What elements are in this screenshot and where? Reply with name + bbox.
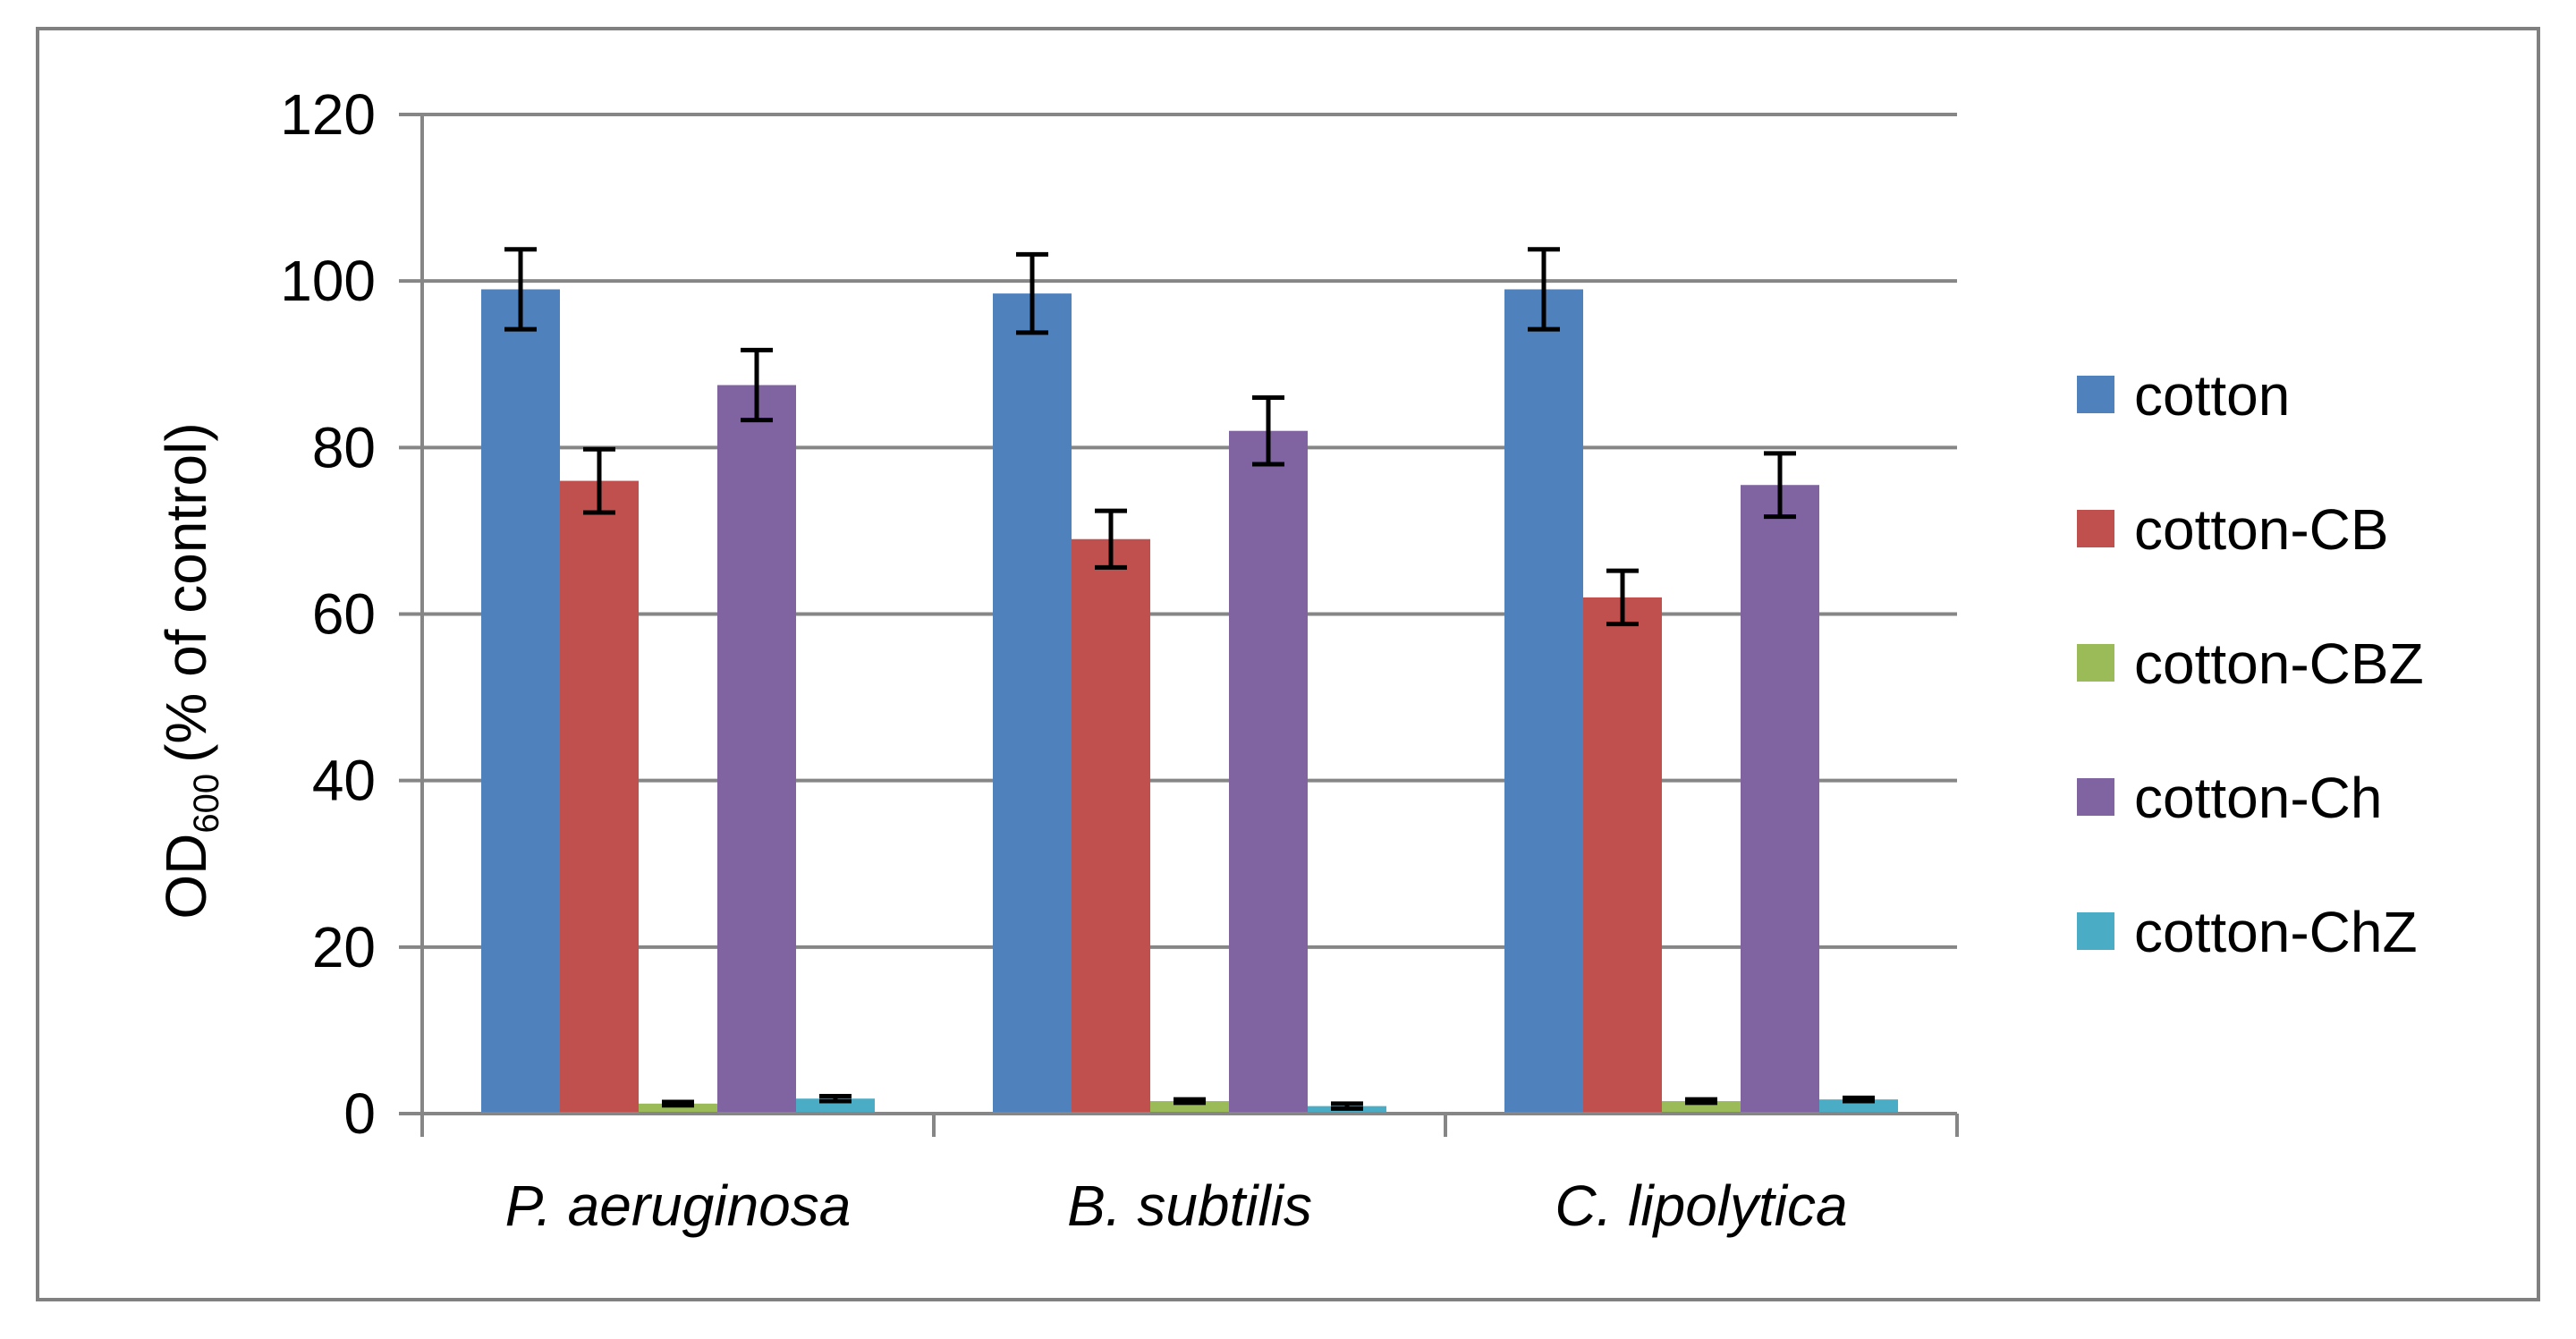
bar-cotton-CB-0: [560, 480, 639, 1114]
y-axis-title-subscript: 600: [187, 774, 226, 834]
legend-swatch-cotton: [2077, 376, 2114, 413]
bar-cotton-Ch-1: [1229, 430, 1308, 1114]
legend-swatch-cotton-ChZ: [2077, 912, 2114, 950]
bar-cotton-Ch-2: [1741, 485, 1819, 1114]
x-category-label: P. aeruginosa: [505, 1174, 852, 1238]
legend-swatch-cotton-CBZ: [2077, 644, 2114, 682]
legend: cotton cotton-CB cotton-CBZ cotton-Ch cotton…: [2077, 363, 2424, 964]
y-tick-label: 120: [280, 82, 376, 147]
legend-swatch-cotton-Ch: [2077, 778, 2114, 816]
bars: [481, 247, 1898, 1114]
bar-cotton-CBZ-2: [1662, 1101, 1741, 1114]
bar-cotton-CB-2: [1583, 597, 1662, 1114]
y-tick-label: 80: [312, 415, 376, 479]
legend-label-cotton-ChZ: cotton-ChZ: [2134, 900, 2418, 964]
bar-cotton-1: [993, 293, 1072, 1114]
bar-cotton-2: [1504, 289, 1583, 1114]
legend-swatch-cotton-CB: [2077, 510, 2114, 547]
bar-cotton-0: [481, 289, 560, 1114]
x-category-label: C. lipolytica: [1555, 1174, 1847, 1238]
y-tick-label: 20: [312, 915, 376, 979]
bar-cotton-CB-1: [1072, 538, 1150, 1114]
bar-cotton-ChZ-0: [796, 1098, 875, 1114]
bar-cotton-ChZ-2: [1819, 1099, 1898, 1114]
legend-label-cotton-CBZ: cotton-CBZ: [2134, 631, 2424, 696]
x-category-label: B. subtilis: [1067, 1174, 1312, 1238]
y-axis-title: OD600 (% of control): [154, 422, 226, 919]
y-tick-label: 40: [312, 749, 376, 813]
y-tick-label: 0: [343, 1081, 376, 1146]
legend-label-cotton-Ch: cotton-Ch: [2134, 766, 2382, 830]
y-tick-label: 100: [280, 249, 376, 313]
legend-label-cotton-CB: cotton-CB: [2134, 497, 2389, 562]
y-axis-title-main: (% of control): [154, 422, 218, 763]
bar-cotton-CBZ-1: [1150, 1101, 1229, 1114]
bar-cotton-CBZ-0: [639, 1103, 717, 1114]
gridlines: [422, 113, 1957, 949]
axes: [399, 113, 1959, 1137]
axis-labels: 0 20 40 60 80 100 120 P. aeruginosa B. subtilis C…: [280, 82, 1847, 1238]
legend-label-cotton: cotton: [2134, 363, 2290, 428]
y-tick-label: 60: [312, 582, 376, 647]
bar-cotton-Ch-0: [717, 385, 796, 1114]
y-axis-title-prefix: OD: [154, 834, 218, 920]
